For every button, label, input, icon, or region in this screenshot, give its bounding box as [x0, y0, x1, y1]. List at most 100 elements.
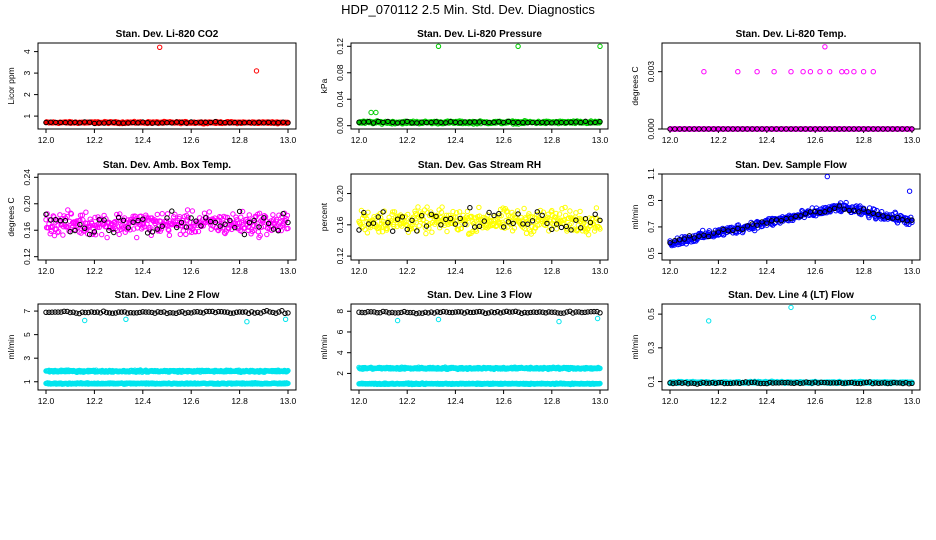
y-tick-label: 0.12 [335, 248, 345, 265]
data-point [56, 229, 62, 235]
data-point [62, 218, 69, 224]
data-point [285, 120, 291, 126]
data-point [86, 119, 93, 125]
data-point [224, 309, 231, 315]
data-point [476, 204, 482, 211]
data-point [82, 225, 88, 232]
data-point [96, 217, 102, 223]
data-point [407, 309, 413, 316]
data-point [356, 227, 362, 233]
data-point [793, 126, 799, 132]
data-point [65, 207, 71, 213]
data-point [579, 309, 585, 316]
data-point [57, 218, 64, 224]
data-point [470, 309, 477, 315]
y-tick-label: 0.00 [335, 117, 345, 134]
data-point [564, 309, 570, 315]
outlier-point [754, 69, 760, 75]
data-point [491, 212, 497, 219]
x-tick-label: 12.4 [759, 135, 776, 145]
data-point [255, 309, 261, 316]
y-axis: 0.10.30.5 [646, 308, 662, 387]
data-point [562, 204, 568, 211]
data-point [188, 310, 194, 316]
data-point [667, 240, 673, 246]
outlier-point [735, 69, 741, 75]
data-point [450, 214, 457, 220]
data-point [752, 227, 758, 234]
data-point [169, 208, 175, 214]
data-point [273, 216, 280, 223]
y-tick-label: 0.16 [335, 216, 345, 233]
data-point [437, 309, 443, 315]
data-point [431, 310, 437, 316]
data-point [419, 213, 425, 219]
data-point [230, 310, 237, 316]
data-point [87, 216, 93, 222]
data-point [280, 211, 286, 217]
data-point [802, 126, 809, 132]
data-point [390, 119, 396, 126]
data-point [72, 227, 78, 234]
data-point [559, 206, 565, 212]
data-point [64, 308, 70, 315]
data-point [239, 309, 246, 315]
panel-title: Stan. Dev. Li-820 CO2 [116, 29, 219, 40]
data-point [155, 309, 161, 315]
data-point [525, 221, 531, 227]
data-point [154, 211, 161, 218]
data-point [553, 226, 560, 232]
data-point [285, 310, 291, 316]
data-point [764, 220, 770, 226]
x-tick-label: 12.8 [231, 135, 248, 145]
data-point [365, 119, 372, 125]
data-point [375, 214, 381, 220]
data-point [528, 309, 534, 316]
data-point [130, 219, 136, 225]
data-point [422, 309, 428, 315]
data-point [391, 223, 397, 230]
outlier-point [860, 69, 867, 75]
y-tick-label: 0.1 [646, 375, 656, 387]
data-point [275, 228, 281, 234]
data-point [134, 234, 140, 241]
data-point [841, 206, 847, 212]
data-point [72, 119, 78, 126]
data-point [226, 226, 232, 232]
data-point [173, 310, 179, 316]
data-point [356, 309, 362, 315]
data-point [870, 210, 876, 217]
data-point [194, 309, 200, 315]
data-point [413, 310, 419, 317]
outlier-point [824, 173, 830, 180]
data-point [909, 126, 915, 132]
data-point [164, 310, 170, 317]
x-tick-label: 12.8 [544, 396, 561, 406]
data-point [853, 203, 859, 209]
data-point [875, 211, 881, 218]
data-point [540, 309, 546, 315]
data-point [96, 224, 102, 231]
x-axis: 12.0 12.2 12.4 12.6 12.8 13.0 [38, 128, 297, 145]
data-point [570, 310, 576, 316]
data-point [370, 220, 377, 226]
data-point [471, 221, 477, 227]
data-point [486, 209, 492, 216]
data-point [539, 212, 545, 219]
data-point [817, 126, 823, 132]
chart-panel: Stan. Dev. Li-820 Temp.degrees C12.0 12.2… [630, 29, 921, 145]
data-point [278, 227, 284, 234]
data-point [500, 309, 507, 315]
data-point [843, 199, 849, 206]
data-point [183, 120, 190, 126]
data-point [405, 229, 412, 235]
data-point [831, 205, 838, 212]
data-point [144, 120, 151, 126]
data-point [546, 309, 552, 315]
data-point [128, 310, 134, 316]
data-point [452, 309, 459, 315]
data-point [261, 308, 267, 315]
y-tick-label: 2 [335, 371, 345, 376]
